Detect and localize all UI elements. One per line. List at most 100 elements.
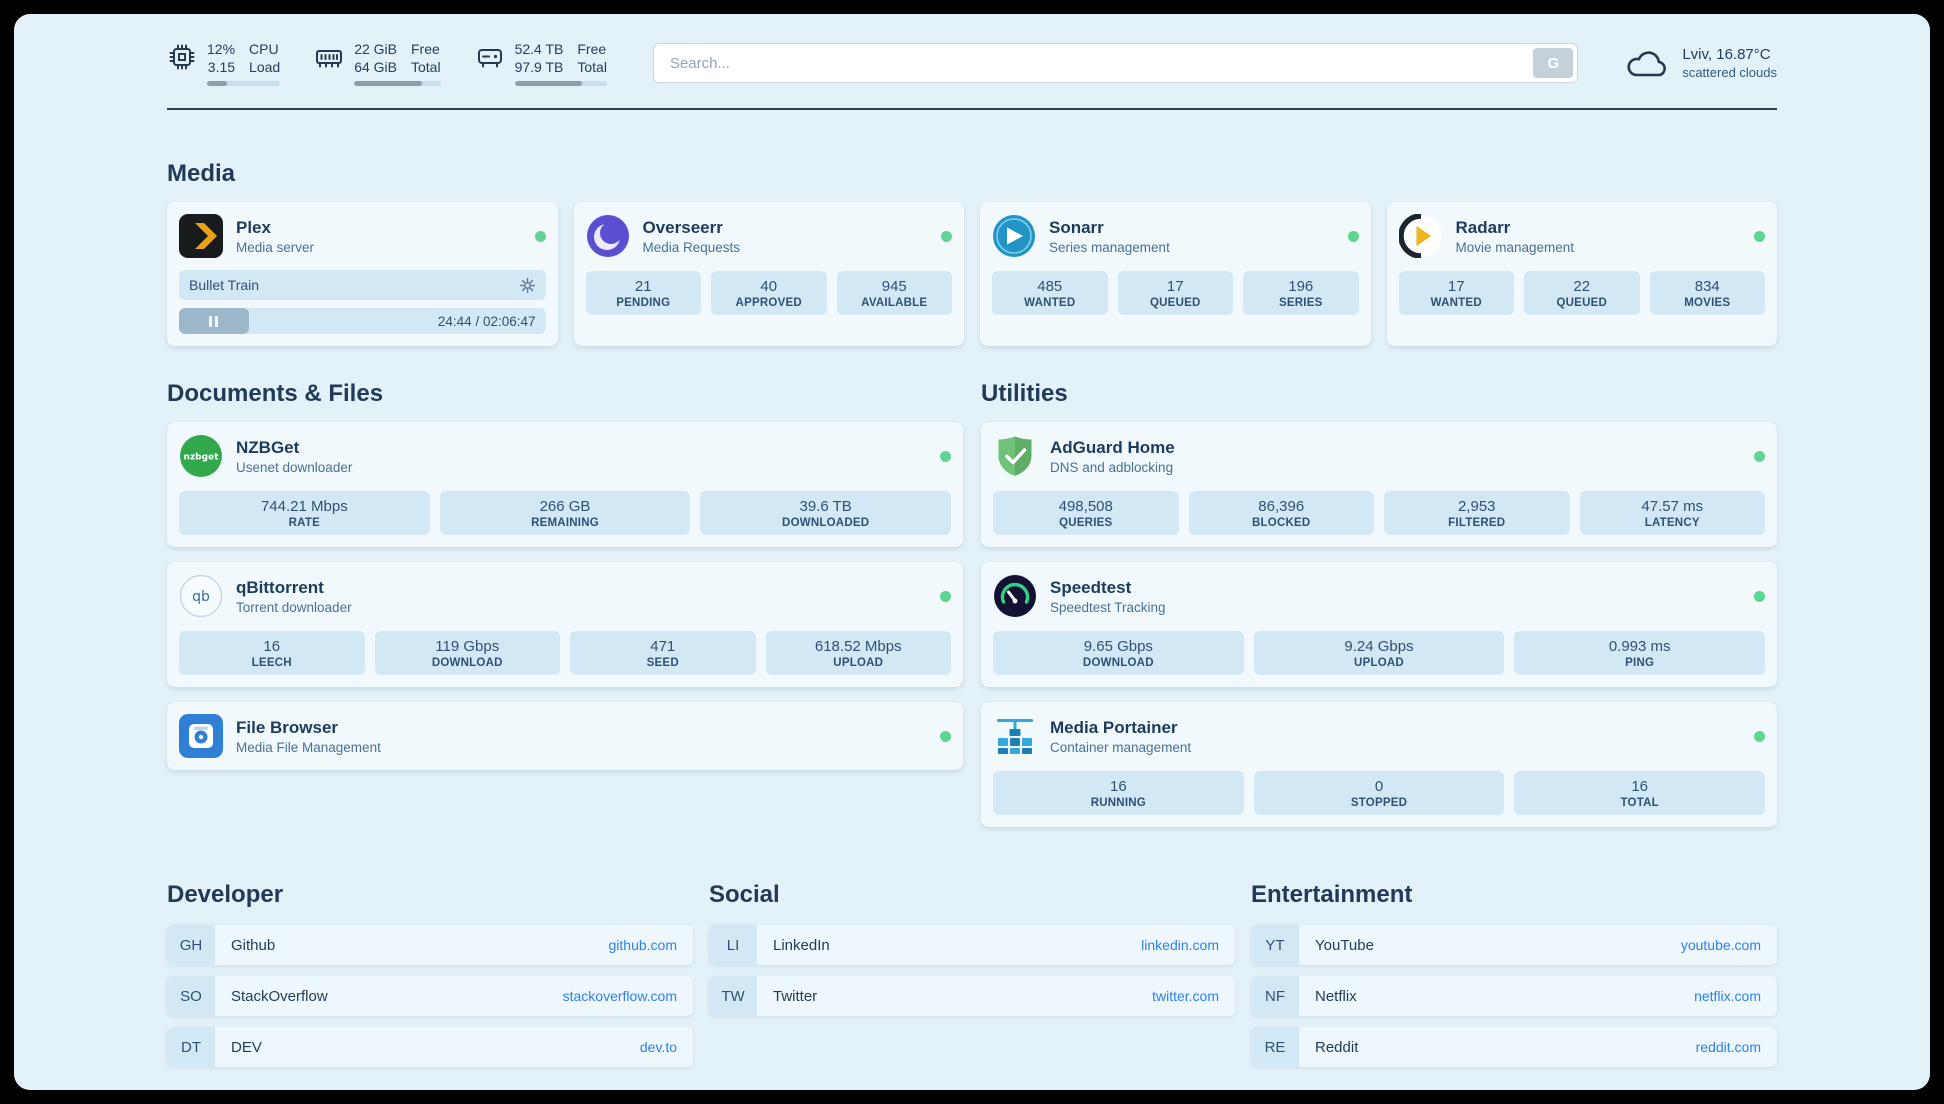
speedtest-link[interactable]: Speedtest Speedtest Tracking (993, 574, 1765, 618)
stat-value: 22 (1573, 278, 1591, 296)
search-provider-button[interactable]: G (1533, 48, 1574, 79)
plex-link[interactable]: Plex Media server (179, 214, 546, 259)
stat-label: LATENCY (1644, 517, 1700, 530)
stat-label: FILTERED (1448, 517, 1506, 530)
stat-label: STOPPED (1350, 797, 1408, 810)
stat-block: 196 SERIES (1243, 271, 1359, 316)
status-dot (1347, 230, 1359, 242)
bookmark-group-social: Social LI LinkedIn linkedin.com TW Twitt… (709, 881, 1235, 1078)
search-input[interactable] (652, 43, 1579, 84)
portainer-icon (993, 714, 1037, 758)
disk-progress-bar (514, 81, 607, 87)
stat-value: 744.21 Mbps (260, 498, 348, 516)
section-title-entertainment: Entertainment (1251, 881, 1413, 909)
stat-value: 266 GB (539, 498, 591, 516)
stat-block: 21 PENDING (585, 271, 701, 316)
plex-icon (179, 214, 223, 259)
sonarr-link[interactable]: Sonarr Series management (992, 214, 1359, 258)
header-bar: 12% CPU 3.15 Load 22 GiB (167, 40, 1777, 87)
stat-label: UPLOAD (1354, 657, 1404, 670)
filebrowser-icon (179, 714, 223, 759)
stat-block: 16 RUNNING (993, 771, 1244, 816)
gear-icon[interactable] (519, 277, 536, 294)
bookmark-abbr: LI (709, 925, 757, 966)
bookmark-url: netflix.com (1694, 988, 1761, 1005)
stat-label: TOTAL (1620, 797, 1659, 810)
playback-time: 24:44 / 02:06:47 (437, 313, 536, 329)
weather-location: Lviv, 16.87°C (1682, 46, 1771, 64)
cpu-label: CPU (249, 41, 279, 57)
bookmark-linkedin[interactable]: LI LinkedIn linkedin.com (709, 925, 1235, 966)
section-title-media: Media (167, 160, 236, 188)
weather-condition: scattered clouds (1682, 65, 1777, 81)
nzbget-link[interactable]: nzbget NZBGet Usenet downloader (179, 434, 951, 478)
qbittorrent-link[interactable]: qb qBittorrent Torrent downloader (179, 574, 951, 618)
search-bar: G (652, 43, 1579, 84)
stat-value: 2,953 (1457, 498, 1496, 516)
bookmark-youtube[interactable]: YT YouTube youtube.com (1251, 925, 1777, 966)
radarr-icon (1398, 214, 1443, 259)
status-dot (1754, 730, 1765, 742)
weather-widget: Lviv, 16.87°C scattered clouds (1624, 46, 1777, 80)
stat-block: 471 SEED (570, 631, 756, 676)
memory-progress-bar (354, 81, 441, 87)
stat-label: UPLOAD (833, 657, 884, 670)
stat-block: 40 APPROVED (711, 271, 827, 316)
stat-label: WANTED (1024, 297, 1076, 310)
service-title: File Browser (236, 717, 339, 737)
header-divider (167, 108, 1777, 111)
radarr-link[interactable]: Radarr Movie management (1398, 214, 1765, 259)
stat-block: 9.65 Gbps DOWNLOAD (993, 631, 1244, 676)
playback-progress-bar: 24:44 / 02:06:47 (179, 308, 546, 335)
disk-total-label: Total (577, 59, 607, 76)
cpu-progress-bar (207, 81, 281, 87)
bookmark-stackoverflow[interactable]: SO StackOverflow stackoverflow.com (167, 976, 693, 1017)
stat-block: 22 QUEUED (1524, 271, 1640, 316)
bookmark-reddit[interactable]: RE Reddit reddit.com (1251, 1027, 1777, 1068)
cpu-load: 3.15 (207, 59, 236, 76)
cpu-load-label: Load (249, 59, 281, 76)
cpu-percent: 12% (207, 41, 236, 57)
stat-value: 17 (1447, 278, 1465, 296)
bookmark-dev[interactable]: DT DEV dev.to (167, 1027, 693, 1068)
stat-value: 47.57 ms (1641, 498, 1704, 516)
stat-block: 0 STOPPED (1253, 771, 1505, 816)
service-card-plex: Plex Media server Bullet Train (167, 202, 558, 347)
service-subtitle: Media Requests (642, 239, 741, 255)
service-card-adguard: AdGuard Home DNS and adblocking 498,508 Q… (981, 422, 1777, 548)
pause-button[interactable] (179, 308, 249, 335)
adguard-link[interactable]: AdGuard Home DNS and adblocking (993, 434, 1765, 478)
stat-block: 498,508 QUERIES (993, 491, 1179, 536)
stat-block: 16 LEECH (179, 631, 365, 676)
stat-label: BLOCKED (1252, 517, 1311, 530)
bookmark-twitter[interactable]: TW Twitter twitter.com (709, 976, 1235, 1017)
bookmark-url: linkedin.com (1141, 937, 1219, 954)
memory-total: 64 GiB (354, 59, 397, 76)
bookmark-abbr: GH (167, 925, 215, 966)
stat-value: 196 (1288, 278, 1314, 296)
bookmark-github[interactable]: GH Github github.com (167, 925, 693, 966)
stat-label: WANTED (1430, 297, 1482, 310)
stat-label: APPROVED (735, 297, 802, 310)
disk-icon (475, 42, 505, 72)
filebrowser-link[interactable]: File Browser Media File Management (179, 714, 951, 759)
adguard-icon (993, 434, 1037, 478)
status-dot (940, 450, 951, 462)
portainer-link[interactable]: Media Portainer Container management (993, 714, 1765, 758)
bookmark-netflix[interactable]: NF Netflix netflix.com (1251, 976, 1777, 1017)
bookmark-abbr: SO (167, 976, 215, 1017)
section-title-utilities: Utilities (981, 380, 1068, 408)
overseerr-link[interactable]: Overseerr Media Requests (586, 214, 952, 258)
resource-widgets: 12% CPU 3.15 Load 22 GiB (167, 40, 607, 87)
cpu-widget: 12% CPU 3.15 Load (167, 40, 281, 87)
stat-value: 16 (263, 638, 281, 656)
service-subtitle: Media File Management (236, 739, 381, 755)
svg-text:nzbget: nzbget (184, 453, 220, 463)
stat-value: 16 (1109, 778, 1127, 796)
memory-free-label: Free (411, 41, 440, 57)
memory-widget: 22 GiB Free 64 GiB Total (314, 40, 441, 87)
status-dot (941, 230, 952, 242)
bookmark-group-developer: Developer GH Github github.com SO StackO… (167, 881, 693, 1078)
bookmark-url: twitter.com (1152, 988, 1219, 1005)
section-media: Media Plex Media server (167, 160, 1777, 347)
